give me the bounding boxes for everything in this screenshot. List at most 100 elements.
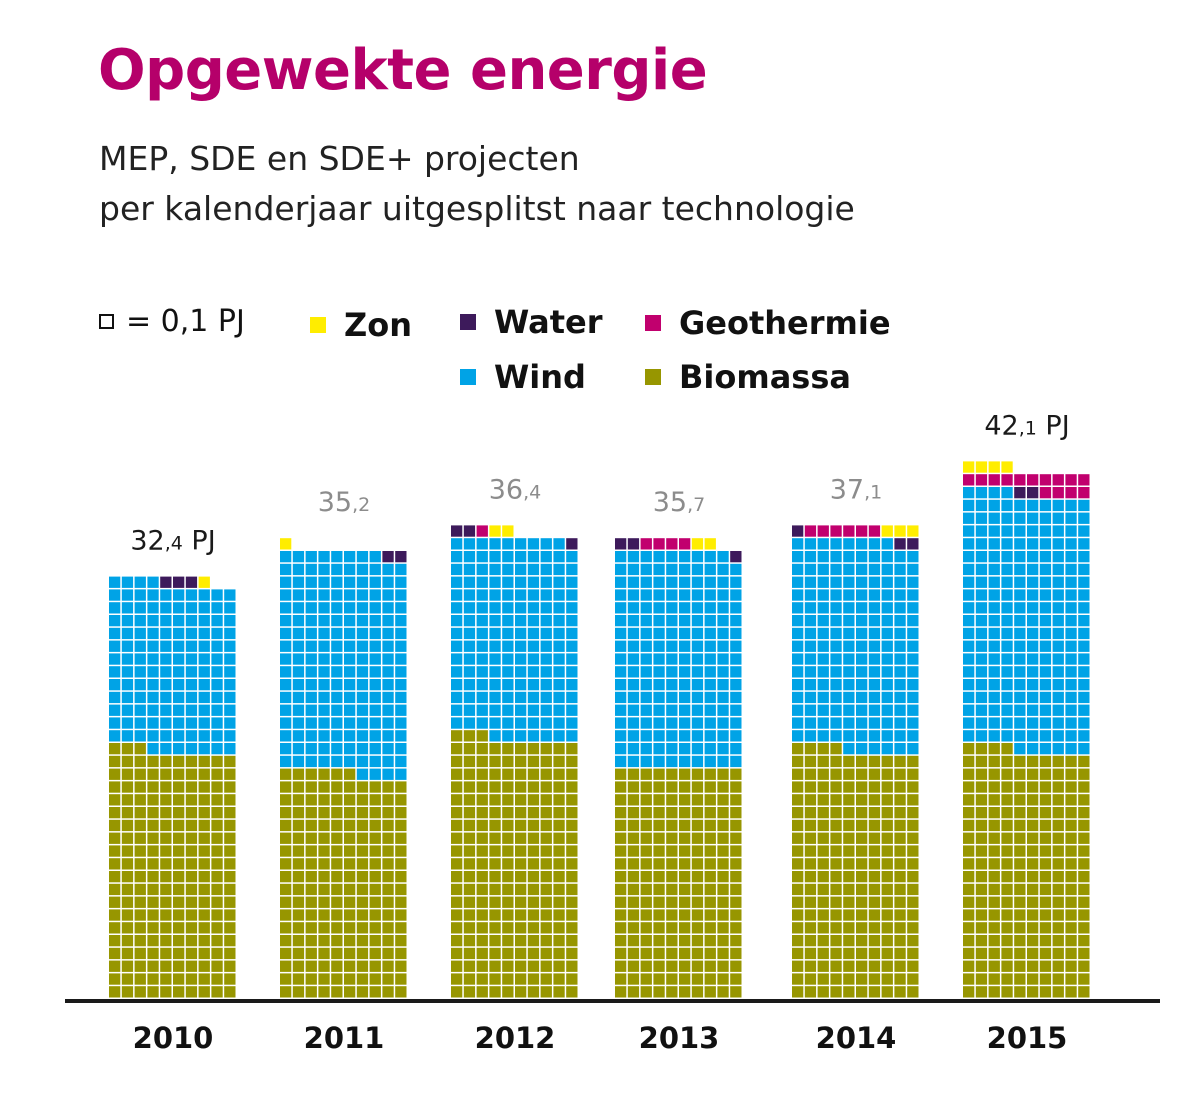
- square-wind: [109, 691, 121, 704]
- square-biomassa: [868, 960, 881, 972]
- square-wind: [147, 704, 159, 716]
- square-wind: [843, 627, 855, 640]
- square-wind: [1065, 589, 1077, 601]
- square-wind: [1027, 499, 1039, 512]
- square-biomassa: [817, 922, 829, 934]
- square-biomassa: [566, 858, 578, 870]
- square-wind: [868, 602, 881, 614]
- square-wind: [1014, 525, 1026, 537]
- square-biomassa: [185, 845, 198, 857]
- square-biomassa: [804, 922, 817, 934]
- square-wind: [627, 730, 640, 742]
- square-wind: [975, 551, 988, 563]
- square-biomassa: [868, 922, 881, 934]
- square-biomassa: [704, 947, 716, 960]
- square-biomassa: [344, 845, 356, 857]
- square-biomassa: [963, 960, 975, 972]
- square-wind: [344, 679, 356, 691]
- square-biomassa: [292, 794, 305, 806]
- square-wind: [553, 679, 565, 691]
- square-biomassa: [185, 781, 198, 793]
- square-wind: [198, 640, 210, 652]
- square-wind: [975, 589, 988, 601]
- square-biomassa: [1039, 819, 1052, 832]
- square-wind: [566, 563, 578, 576]
- square-biomassa: [224, 819, 236, 832]
- bar-2012: [451, 525, 578, 998]
- square-biomassa: [868, 845, 881, 857]
- square-wind: [894, 717, 906, 729]
- square-wind: [881, 743, 893, 755]
- square-biomassa: [963, 883, 975, 896]
- square-biomassa: [305, 909, 317, 921]
- square-biomassa: [224, 883, 236, 896]
- square-biomassa: [988, 743, 1000, 755]
- square-geothermie: [1001, 474, 1013, 486]
- square-biomassa: [975, 896, 988, 908]
- square-wind: [843, 653, 855, 665]
- square-wind: [615, 679, 627, 691]
- square-biomassa: [280, 768, 292, 780]
- square-biomassa: [640, 845, 652, 857]
- square-biomassa: [451, 858, 463, 870]
- square-biomassa: [640, 871, 652, 883]
- square-wind: [292, 551, 305, 563]
- square-biomassa: [395, 819, 407, 832]
- segment-geothermie-2014: [804, 525, 881, 537]
- square-wind: [160, 717, 172, 729]
- square-biomassa: [305, 922, 317, 934]
- square-wind: [691, 640, 704, 652]
- square-biomassa: [881, 922, 893, 934]
- square-biomassa: [489, 960, 501, 972]
- square-biomassa: [730, 896, 742, 908]
- square-biomassa: [679, 896, 691, 908]
- square-wind: [476, 666, 488, 678]
- square-biomassa: [280, 832, 292, 844]
- square-biomassa: [134, 794, 146, 806]
- square-biomassa: [717, 883, 729, 896]
- square-biomassa: [666, 781, 678, 793]
- square-wind: [907, 615, 919, 627]
- x-tick-label-2013: 2013: [639, 1021, 720, 1055]
- square-biomassa: [280, 845, 292, 857]
- square-biomassa: [121, 883, 134, 896]
- square-wind: [121, 576, 134, 588]
- square-biomassa: [280, 935, 292, 947]
- square-wind: [868, 576, 881, 588]
- square-wind: [1039, 602, 1052, 614]
- square-wind: [1001, 615, 1013, 627]
- square-wind: [653, 551, 665, 563]
- total-label-integer: 36: [489, 474, 523, 505]
- square-biomassa: [856, 768, 868, 780]
- square-wind: [1052, 730, 1064, 742]
- square-biomassa: [502, 768, 514, 780]
- square-wind: [615, 704, 627, 716]
- square-biomassa: [691, 947, 704, 960]
- square-biomassa: [527, 909, 540, 921]
- square-biomassa: [894, 909, 906, 921]
- square-biomassa: [1001, 960, 1013, 972]
- square-biomassa: [1039, 935, 1052, 947]
- square-biomassa: [566, 743, 578, 755]
- square-wind: [1039, 717, 1052, 729]
- square-biomassa: [975, 768, 988, 780]
- square-biomassa: [666, 858, 678, 870]
- square-wind: [566, 551, 578, 563]
- square-wind: [717, 615, 729, 627]
- square-wind: [318, 653, 330, 665]
- square-biomassa: [451, 947, 463, 960]
- square-wind: [395, 589, 407, 601]
- square-biomassa: [356, 922, 369, 934]
- square-biomassa: [566, 819, 578, 832]
- square-wind: [540, 615, 552, 627]
- square-wind: [666, 576, 678, 588]
- square-geothermie: [856, 525, 868, 537]
- square-biomassa: [292, 896, 305, 908]
- square-wind: [1014, 602, 1026, 614]
- square-biomassa: [653, 871, 665, 883]
- square-wind: [395, 653, 407, 665]
- square-wind: [1039, 551, 1052, 563]
- square-wind: [134, 589, 146, 601]
- square-wind: [975, 538, 988, 550]
- square-wind: [292, 602, 305, 614]
